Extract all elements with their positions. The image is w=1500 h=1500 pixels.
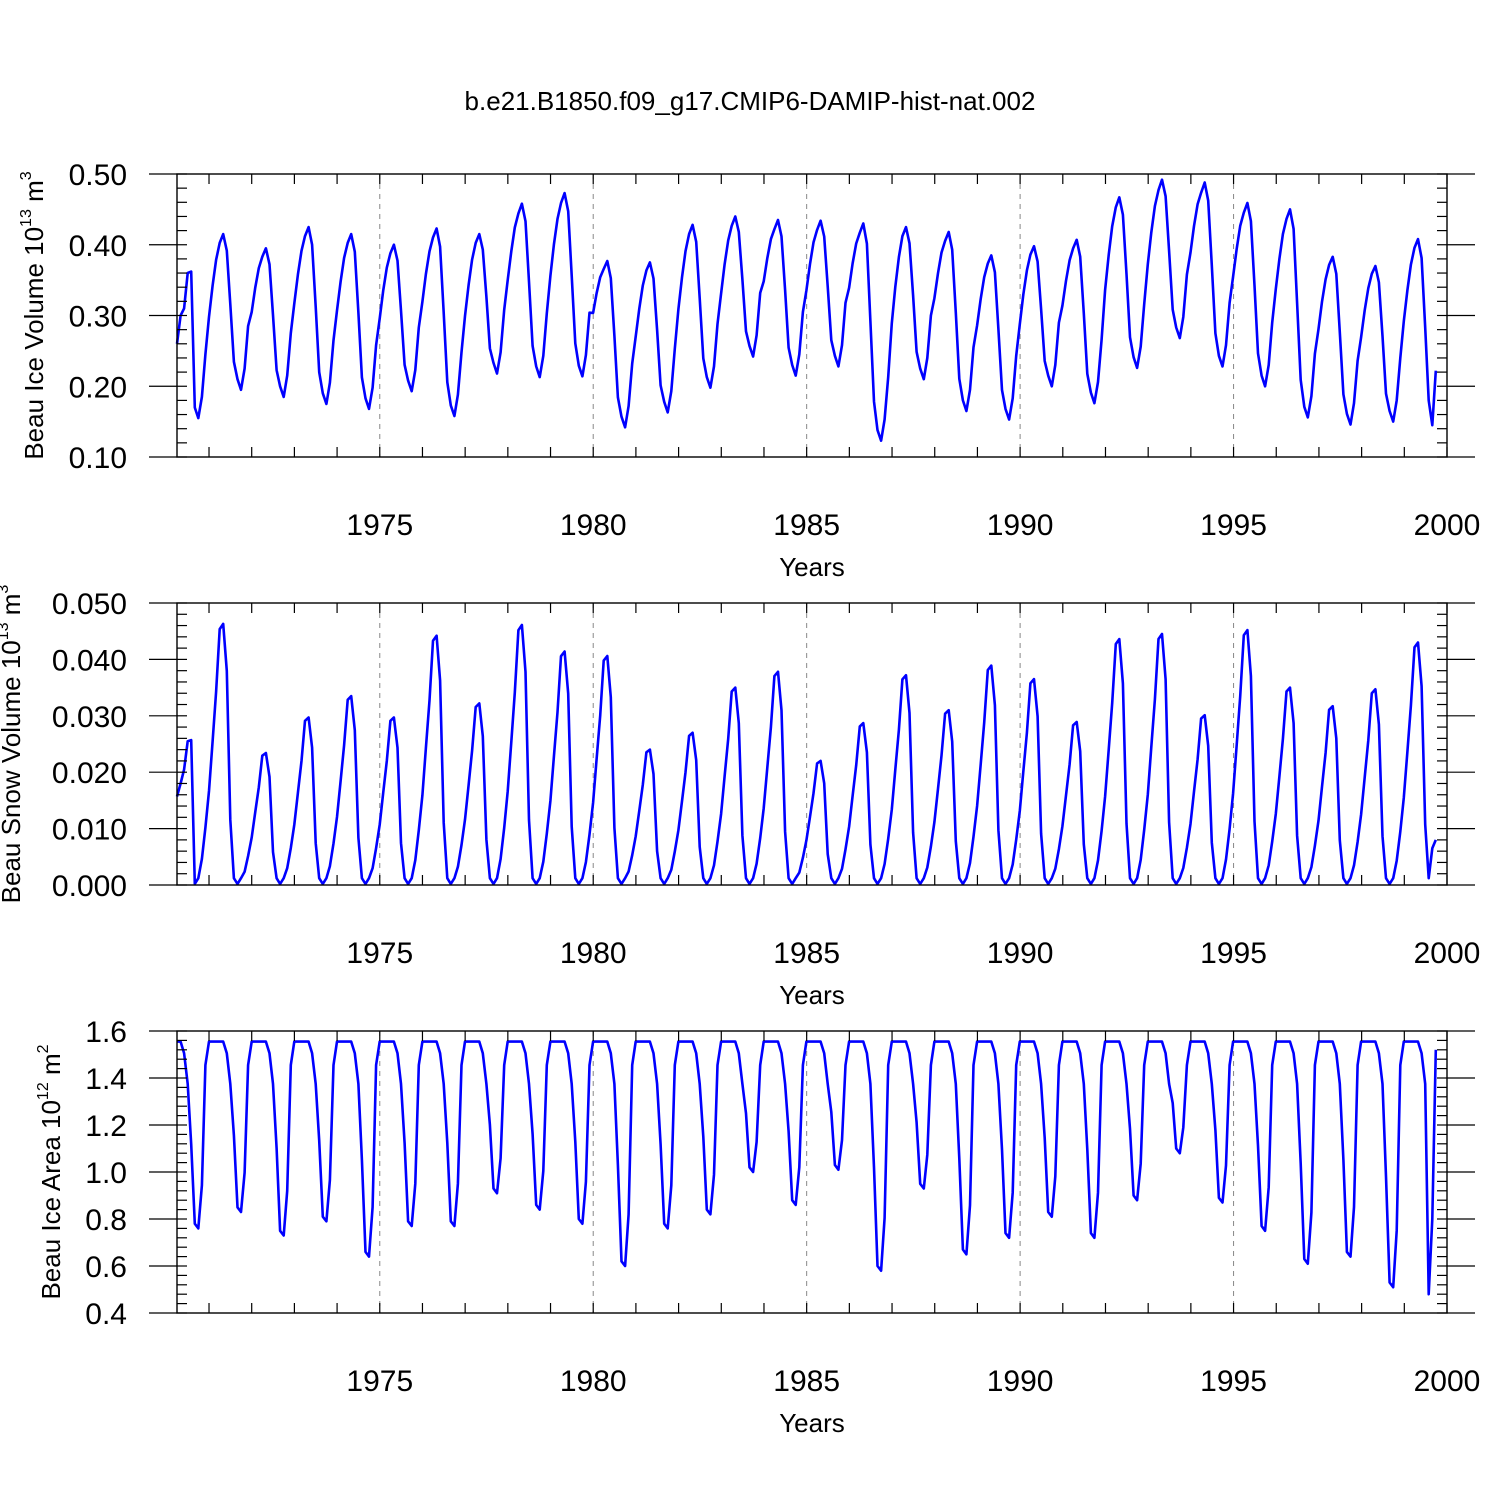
panel-snow-volume: 1975 1980 1985 1990 1995 2000 0.000 0.01…	[0, 585, 1480, 1010]
y-axis-title-unit-exponent: 2	[35, 1044, 52, 1053]
y-tick-label: 1.2	[85, 1110, 127, 1143]
series-line-snow-volume	[175, 622, 1437, 886]
y-axis-title: Beau Snow Volume 1013 m3	[0, 585, 26, 904]
y-tick-label: 1.4	[85, 1063, 127, 1096]
y-tick-label: 0.030	[52, 701, 127, 734]
y-axis-title-main: Beau Snow Volume 10	[0, 640, 26, 903]
y-tick-labels: 0.000 0.010 0.020 0.030 0.040 0.050	[52, 588, 127, 903]
x-tick-label-1980: 1980	[560, 1365, 627, 1398]
x-tick-label-1980: 1980	[560, 937, 627, 970]
y-tick-labels: 0.4 0.6 0.8 1.0 1.2 1.4 1.6	[85, 1016, 127, 1331]
y-axis-title-unit-exponent: 3	[18, 171, 35, 180]
x-axis-title: Years	[779, 552, 845, 582]
y-tick-labels: 0.10 0.20 0.30 0.40 0.50	[69, 159, 127, 475]
series-line-ice-area	[177, 1040, 1438, 1296]
y-tick-label: 0.4	[85, 1298, 127, 1331]
plot-frame	[176, 1030, 1448, 1314]
y-axis-title-exponent: 12	[35, 1082, 52, 1100]
y-axis-title-unit: m	[19, 180, 49, 209]
y-axis-title-unit: m	[36, 1053, 66, 1082]
x-tick-label-1975: 1975	[346, 937, 413, 970]
y-axis-title-exponent: 13	[18, 209, 35, 227]
x-tick-label-2000: 2000	[1414, 937, 1481, 970]
y-tick-label: 0.040	[52, 644, 127, 677]
x-tick-label-1995: 1995	[1200, 509, 1267, 542]
x-tick-label-2000: 2000	[1414, 509, 1481, 542]
y-tick-label: 1.0	[85, 1157, 127, 1190]
panel-ice-volume: 1975 1980 1985 1990 1995 2000 0.10 0.20 …	[18, 159, 1480, 582]
x-tick-label-1990: 1990	[987, 509, 1054, 542]
y-tick-label: 0.020	[52, 757, 127, 790]
y-axis-title: Beau Ice Area 1012 m2	[35, 1044, 66, 1299]
y-axis-title-main: Beau Ice Area 10	[36, 1100, 66, 1299]
x-axis-title: Years	[779, 1408, 845, 1438]
y-tick-label: 0.6	[85, 1251, 127, 1284]
y-tick-label: 1.6	[85, 1016, 127, 1049]
plot-frame	[176, 173, 1448, 458]
y-axis-title: Beau Ice Volume 1013 m3	[18, 171, 49, 459]
y-tick-label: 0.8	[85, 1204, 127, 1237]
y-tick-label: 0.10	[69, 442, 127, 475]
panel-ice-area: 1975 1980 1985 1990 1995 2000 0.4 0.6 0.…	[35, 1016, 1480, 1438]
x-tick-label-1975: 1975	[346, 1365, 413, 1398]
axis-ticks	[149, 1030, 1475, 1314]
plot-frame	[176, 602, 1448, 886]
x-tick-label-1990: 1990	[987, 1365, 1054, 1398]
y-axis-title-unit: m	[0, 594, 26, 623]
y-tick-label: 0.050	[52, 588, 127, 621]
y-tick-label: 0.50	[69, 159, 127, 192]
y-tick-label: 0.40	[69, 230, 127, 263]
x-gridlines	[379, 1031, 1235, 1313]
figure-title: b.e21.B1850.f09_g17.CMIP6-DAMIP-hist-nat…	[465, 86, 1036, 116]
y-tick-label: 0.30	[69, 301, 127, 334]
x-tick-label-1980: 1980	[560, 509, 627, 542]
x-tick-label-1990: 1990	[987, 937, 1054, 970]
y-axis-title-unit-exponent: 3	[0, 585, 12, 594]
x-tick-label-1995: 1995	[1200, 937, 1267, 970]
x-tick-labels: 1975 1980 1985 1990 1995 2000	[346, 509, 1480, 542]
x-tick-label-1985: 1985	[773, 1365, 840, 1398]
x-tick-labels: 1975 1980 1985 1990 1995 2000	[346, 1365, 1480, 1398]
y-tick-label: 0.000	[52, 870, 127, 903]
y-axis-title-exponent: 13	[0, 622, 12, 640]
x-tick-labels: 1975 1980 1985 1990 1995 2000	[346, 937, 1480, 970]
x-tick-label-2000: 2000	[1414, 1365, 1481, 1398]
y-axis-title-main: Beau Ice Volume 10	[19, 227, 49, 460]
series-line-ice-volume	[175, 178, 1438, 442]
x-tick-label-1985: 1985	[773, 509, 840, 542]
x-tick-label-1985: 1985	[773, 937, 840, 970]
x-tick-label-1975: 1975	[346, 509, 413, 542]
x-axis-title: Years	[779, 980, 845, 1010]
y-tick-label: 0.20	[69, 371, 127, 404]
x-tick-label-1995: 1995	[1200, 1365, 1267, 1398]
y-tick-label: 0.010	[52, 814, 127, 847]
